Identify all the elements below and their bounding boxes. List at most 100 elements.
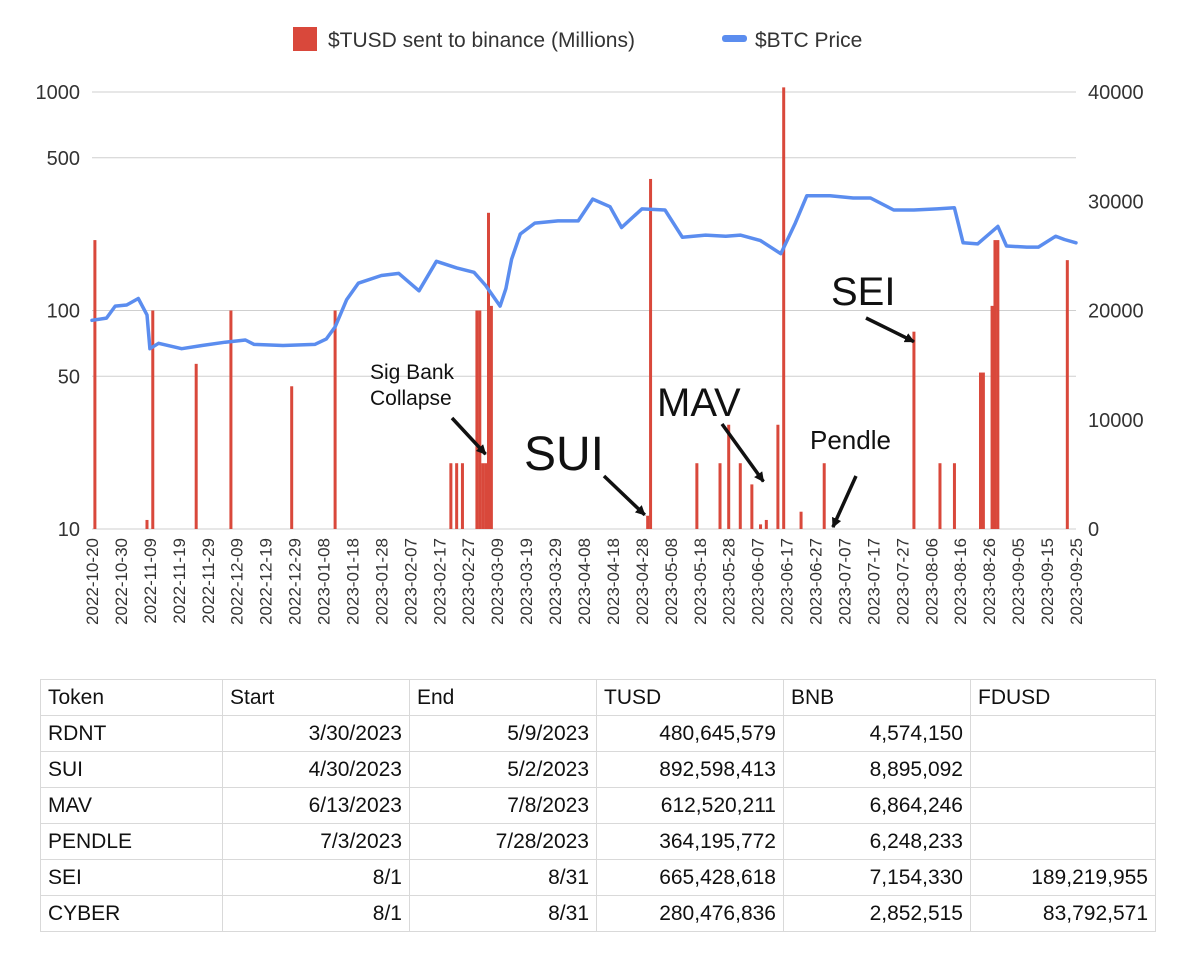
cell-fdusd	[970, 787, 1156, 824]
tusd-bar	[484, 463, 488, 529]
left-tick-label: 100	[47, 301, 80, 323]
cell-tusd: 665,428,618	[596, 859, 784, 896]
x-tick-label: 2023-05-18	[691, 538, 710, 625]
table-row: SEI 8/1 8/31 665,428,618 7,154,330 189,2…	[40, 859, 1156, 896]
x-tick-label: 2023-01-18	[343, 538, 362, 625]
header-end: End	[409, 679, 597, 716]
tusd-bar	[151, 310, 155, 529]
cell-tusd: 364,195,772	[596, 823, 784, 860]
cell-bnb: 7,154,330	[783, 859, 971, 896]
cell-start: 8/1	[222, 895, 410, 932]
x-tick-label: 2022-11-29	[199, 538, 218, 624]
annotation-arrow	[450, 416, 487, 456]
annotation-text: Pendle	[810, 425, 891, 455]
tusd-bar	[478, 310, 482, 529]
cell-tusd: 480,645,579	[596, 715, 784, 752]
table-row: RDNT 3/30/2023 5/9/2023 480,645,579 4,57…	[40, 715, 1156, 752]
left-tick-label: 500	[47, 148, 80, 170]
x-tick-label: 2023-05-28	[720, 538, 739, 625]
x-tick-label: 2022-12-29	[286, 538, 305, 625]
tusd-bar	[750, 484, 754, 529]
token-listing-table: Token Start End TUSD BNB FDUSD RDNT 3/30…	[40, 679, 1156, 932]
x-tick-label: 2022-10-30	[112, 538, 131, 625]
cell-start: 3/30/2023	[222, 715, 410, 752]
annotation: MAV	[657, 381, 765, 483]
x-tick-label: 2023-03-19	[517, 538, 536, 625]
annotation: Sig Bank Collapse	[370, 361, 487, 456]
cell-token: PENDLE	[40, 823, 223, 860]
cell-start: 6/13/2023	[222, 787, 410, 824]
x-tick-label: 2023-08-16	[951, 538, 970, 625]
cell-token: MAV	[40, 787, 223, 824]
x-tick-label: 2023-03-09	[488, 538, 507, 625]
tusd-bar	[449, 463, 453, 529]
x-tick-label: 2022-12-19	[257, 538, 276, 625]
x-tick-label: 2023-06-27	[807, 538, 826, 625]
cell-token: CYBER	[40, 895, 223, 932]
cell-fdusd: 189,219,955	[970, 859, 1156, 896]
x-tick-label: 2023-04-08	[575, 538, 594, 625]
tusd-bar	[912, 331, 916, 529]
right-tick-label: 10000	[1088, 410, 1144, 432]
tusd-bar	[727, 424, 731, 529]
x-tick-label: 2022-12-09	[228, 538, 247, 625]
cell-start: 8/1	[222, 859, 410, 896]
annotation: Pendle	[810, 425, 891, 529]
legend-label-btc: $BTC Price	[755, 29, 862, 52]
cell-start: 4/30/2023	[222, 751, 410, 788]
tusd-bar	[486, 212, 490, 530]
header-bnb: BNB	[783, 679, 971, 716]
cell-bnb: 2,852,515	[783, 895, 971, 932]
tusd-bar	[455, 463, 459, 529]
btc-price-series	[90, 194, 1078, 351]
x-tick-label: 2022-11-19	[170, 538, 189, 624]
cell-fdusd	[970, 751, 1156, 788]
tusd-bar	[981, 372, 985, 529]
x-tick-label: 2023-01-28	[372, 538, 391, 625]
cell-tusd: 280,476,836	[596, 895, 784, 932]
annotation-arrow	[720, 422, 765, 483]
tusd-bar	[646, 515, 650, 529]
annotation: SEI	[831, 270, 915, 344]
tusd-bar	[229, 310, 233, 529]
annotation-text: SUI	[524, 428, 604, 481]
cell-end: 5/9/2023	[409, 715, 597, 752]
x-tick-label: 2022-11-09	[141, 538, 160, 624]
cell-fdusd	[970, 823, 1156, 860]
x-tick-label: 2023-02-07	[401, 538, 420, 625]
annotation-arrow	[865, 316, 915, 344]
tusd-bar	[938, 463, 942, 529]
cell-tusd: 892,598,413	[596, 751, 784, 788]
tusd-bar	[93, 240, 97, 529]
tusd-bar	[978, 372, 982, 529]
x-tick-label: 2023-01-08	[315, 538, 334, 625]
cell-token: SUI	[40, 751, 223, 788]
x-axis-ticks: 2022-10-20 2022-10-30 2022-11-09 2022-11-19…	[83, 538, 1086, 625]
left-axis-ticks: 10 50 100 500 1000	[36, 82, 81, 541]
annotations: Sig Bank Collapse SUI MAV Pendle SEI	[370, 270, 915, 529]
annotation-text: MAV	[657, 381, 741, 425]
tusd-bar	[718, 463, 722, 529]
cell-token: RDNT	[40, 715, 223, 752]
x-tick-label: 2023-05-08	[662, 538, 681, 625]
table-row: PENDLE 7/3/2023 7/28/2023 364,195,772 6,…	[40, 823, 1156, 860]
table-row: CYBER 8/1 8/31 280,476,836 2,852,515 83,…	[40, 895, 1156, 932]
chart-legend: $TUSD sent to binance (Millions) $BTC Pr…	[293, 27, 862, 52]
left-tick-label: 10	[58, 519, 80, 541]
header-start: Start	[222, 679, 410, 716]
right-tick-label: 30000	[1088, 191, 1144, 213]
x-tick-label: 2023-07-07	[835, 538, 854, 625]
tusd-bar	[649, 178, 653, 529]
tusd-bar	[460, 463, 464, 529]
annotation-arrow	[831, 475, 858, 529]
annotation-text: Sig Bank	[370, 361, 455, 384]
tusd-bar	[738, 463, 742, 529]
annotation-text: Collapse	[370, 387, 452, 410]
table-row: MAV 6/13/2023 7/8/2023 612,520,211 6,864…	[40, 787, 1156, 824]
cell-bnb: 6,864,246	[783, 787, 971, 824]
header-fdusd: FDUSD	[970, 679, 1156, 716]
tusd-bar	[764, 519, 768, 529]
x-tick-label: 2023-06-07	[749, 538, 768, 625]
cell-bnb: 8,895,092	[783, 751, 971, 788]
table-row: SUI 4/30/2023 5/2/2023 892,598,413 8,895…	[40, 751, 1156, 788]
